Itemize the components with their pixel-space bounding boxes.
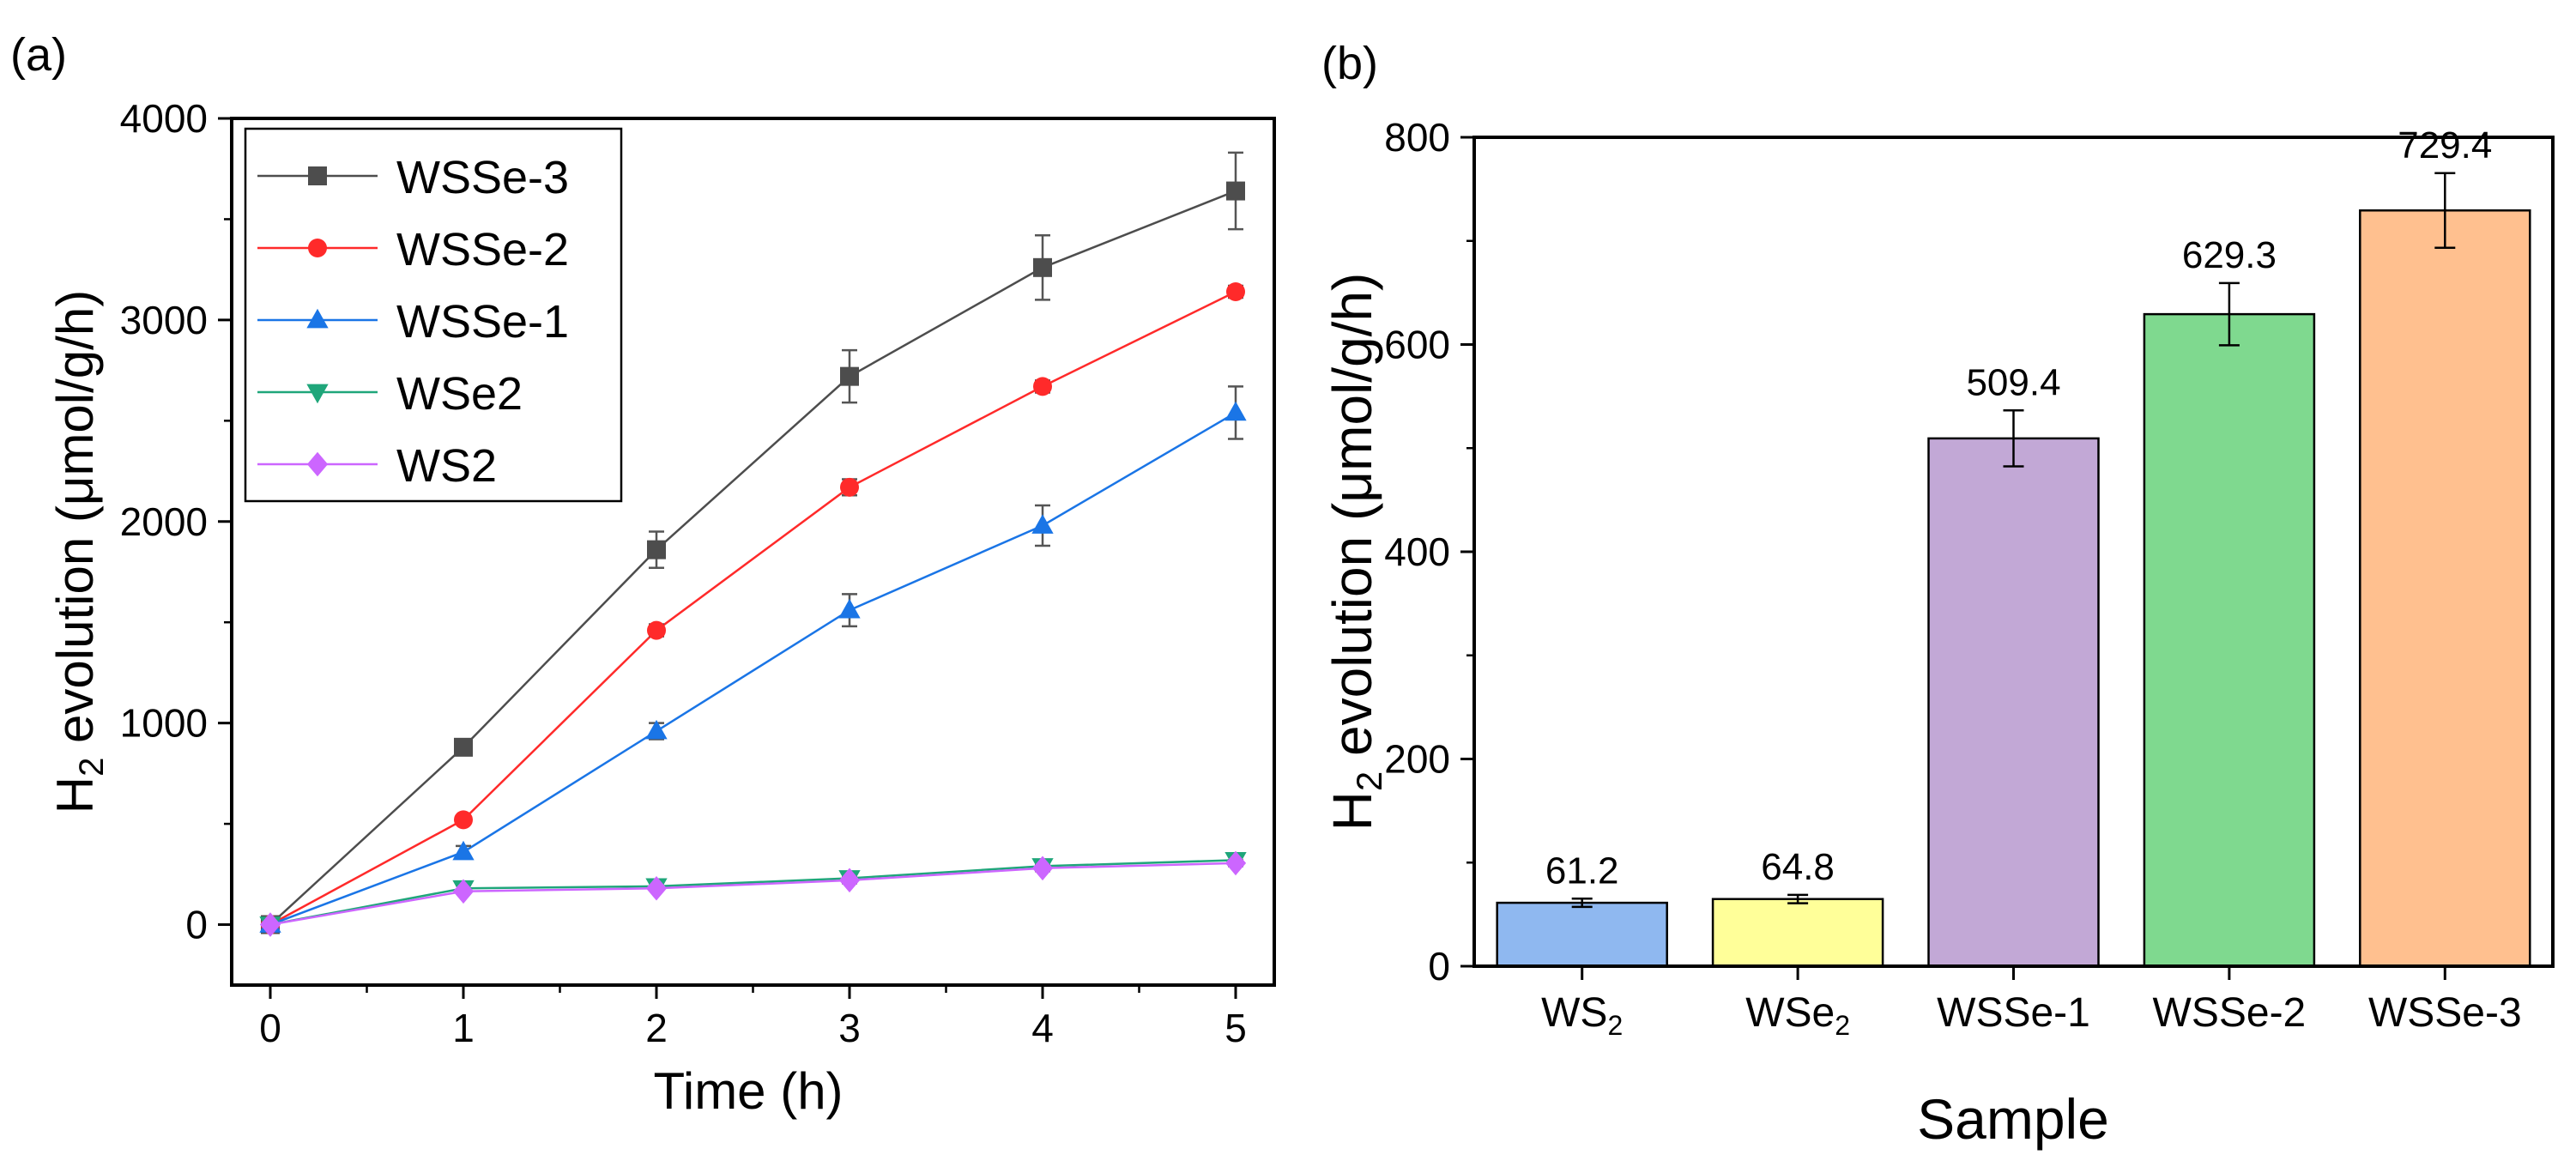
data-point <box>1225 401 1247 421</box>
series-line-ws2 <box>269 862 1237 926</box>
y-tick-label: 1000 <box>120 701 208 746</box>
bar-value-label: 64.8 <box>1761 846 1835 888</box>
y-tick-label: 200 <box>1384 737 1450 782</box>
legend-label: WS2 <box>396 440 497 492</box>
series-wsse-2 <box>261 282 1245 934</box>
y-tick-label: 0 <box>185 903 208 947</box>
legend-label: WSSe-2 <box>396 224 569 275</box>
y-tick-label: 4000 <box>120 96 208 141</box>
bar-group-wse2: 64.8 WSe2 <box>1711 846 1884 1041</box>
series-line-wsse-3 <box>269 190 1237 926</box>
x-tick-label: WS2 <box>1541 990 1623 1041</box>
legend-marker <box>306 384 329 404</box>
panel-a-plot-frame <box>230 117 1276 987</box>
panel-b-label: (b) <box>1321 38 1378 89</box>
legend-marker <box>306 451 329 477</box>
x-tick-label: 3 <box>838 1006 861 1050</box>
bar-wse2 <box>1711 898 1884 968</box>
data-point <box>1031 514 1054 534</box>
data-point <box>454 737 473 757</box>
x-tick-label: 4 <box>1031 1006 1054 1050</box>
legend-marker <box>306 308 329 329</box>
legend-label: WSe2 <box>396 368 523 420</box>
bar-value-label: 61.2 <box>1545 850 1619 892</box>
legend-item-wse2: WSe2 <box>257 368 523 420</box>
panel-b-bar-chart: (b) 0 200 400 600 800 61.2 WS2 64.8 WSe2 509.4 WS… <box>1321 38 2555 1151</box>
data-point <box>1225 850 1247 876</box>
bar-ws2 <box>1496 901 1668 968</box>
data-point <box>840 477 859 497</box>
panel-a-ticks: 0 1 2 3 4 5 0 1000 2000 3000 4000 <box>120 96 1247 1050</box>
bar-group-wsse-1: 509.4 WSSe-1 <box>1927 361 2100 1036</box>
data-point <box>647 540 666 559</box>
panel-a-y-axis-title: H2 evolution (μmol/g/h) <box>46 290 111 813</box>
bar-value-label: 729.4 <box>2398 124 2492 166</box>
data-point <box>452 879 475 904</box>
series-line-wse2 <box>269 859 1237 926</box>
y-tick-label: 3000 <box>120 298 208 342</box>
data-point <box>1031 856 1054 881</box>
panel-b-plot-frame <box>1472 136 2555 968</box>
legend-marker <box>308 239 327 257</box>
data-point <box>645 719 668 740</box>
series-line-wsse-2 <box>269 290 1237 926</box>
y-tick-label: 600 <box>1384 323 1450 367</box>
panel-b-y-axis-title: H2 evolution (μmol/g/h) <box>1321 273 1389 831</box>
legend-box <box>244 127 623 503</box>
data-point <box>647 620 666 640</box>
panel-a-x-axis-title: Time (h) <box>653 1062 843 1120</box>
series-wse2 <box>259 852 1247 936</box>
x-tick-label: WSe2 <box>1745 990 1850 1041</box>
panel-a-label: (a) <box>10 29 67 81</box>
x-tick-label: 5 <box>1225 1006 1247 1050</box>
series-ws2 <box>259 850 1247 937</box>
panel-a-series <box>259 151 1247 937</box>
y-tick-label: 2000 <box>120 499 208 544</box>
data-point <box>1033 257 1052 277</box>
legend-marker <box>308 166 327 185</box>
x-tick-label: WSSe-1 <box>1937 990 2090 1036</box>
data-point <box>1033 377 1052 396</box>
panel-a-legend: WSSe-3 WSSe-2 WSSe-1 WSe2 WS2 <box>244 127 623 503</box>
bar-wsse-1 <box>1927 437 2100 968</box>
bar-wsse-2 <box>2143 312 2316 968</box>
x-tick-label: 2 <box>645 1006 668 1050</box>
bar-value-label: 509.4 <box>1966 361 2060 403</box>
panel-b-bars: 61.2 WS2 64.8 WSe2 509.4 WSSe-1 629.3 WSSe-2 729… <box>1496 124 2531 1041</box>
bar-value-label: 629.3 <box>2182 234 2277 276</box>
bar-group-wsse-2: 629.3 WSSe-2 <box>2143 234 2316 1036</box>
series-wsse-1 <box>259 385 1247 933</box>
panel-a-line-chart: (a) 0 1 2 3 4 5 0 1000 2000 3000 4000 WSSe-3 WSSe-2… <box>10 29 1276 1120</box>
y-tick-label: 0 <box>1428 944 1450 989</box>
x-tick-label: WSSe-2 <box>2153 990 2307 1036</box>
data-point <box>1226 282 1245 301</box>
legend-item-wsse-2: WSSe-2 <box>257 224 569 275</box>
x-tick-label: WSSe-3 <box>2368 990 2522 1036</box>
panel-b-x-axis-title: Sample <box>1917 1087 2109 1151</box>
panel-b-ticks: 0 200 400 600 800 <box>1384 115 1474 989</box>
legend-item-wsse-1: WSSe-1 <box>257 296 569 348</box>
data-point <box>840 366 859 386</box>
legend-label: WSSe-1 <box>396 296 569 348</box>
data-point <box>259 912 281 937</box>
x-tick-label: 1 <box>452 1006 475 1050</box>
series-line-wsse-1 <box>269 411 1237 926</box>
y-tick-label: 800 <box>1384 115 1450 160</box>
data-point <box>838 868 861 893</box>
bar-group-ws2: 61.2 WS2 <box>1496 850 1668 1041</box>
y-tick-label: 400 <box>1384 529 1450 574</box>
data-point <box>838 598 861 619</box>
x-tick-label: 0 <box>259 1006 281 1050</box>
data-point <box>454 810 473 830</box>
data-point <box>1226 181 1245 201</box>
data-point <box>645 875 668 901</box>
bar-wsse-3 <box>2359 209 2531 968</box>
bar-group-wsse-3: 729.4 WSSe-3 <box>2359 124 2531 1036</box>
data-point <box>452 840 475 861</box>
legend-label: WSSe-3 <box>396 152 569 203</box>
legend-item-wsse-3: WSSe-3 <box>257 152 569 203</box>
legend-item-ws2: WS2 <box>257 440 497 492</box>
